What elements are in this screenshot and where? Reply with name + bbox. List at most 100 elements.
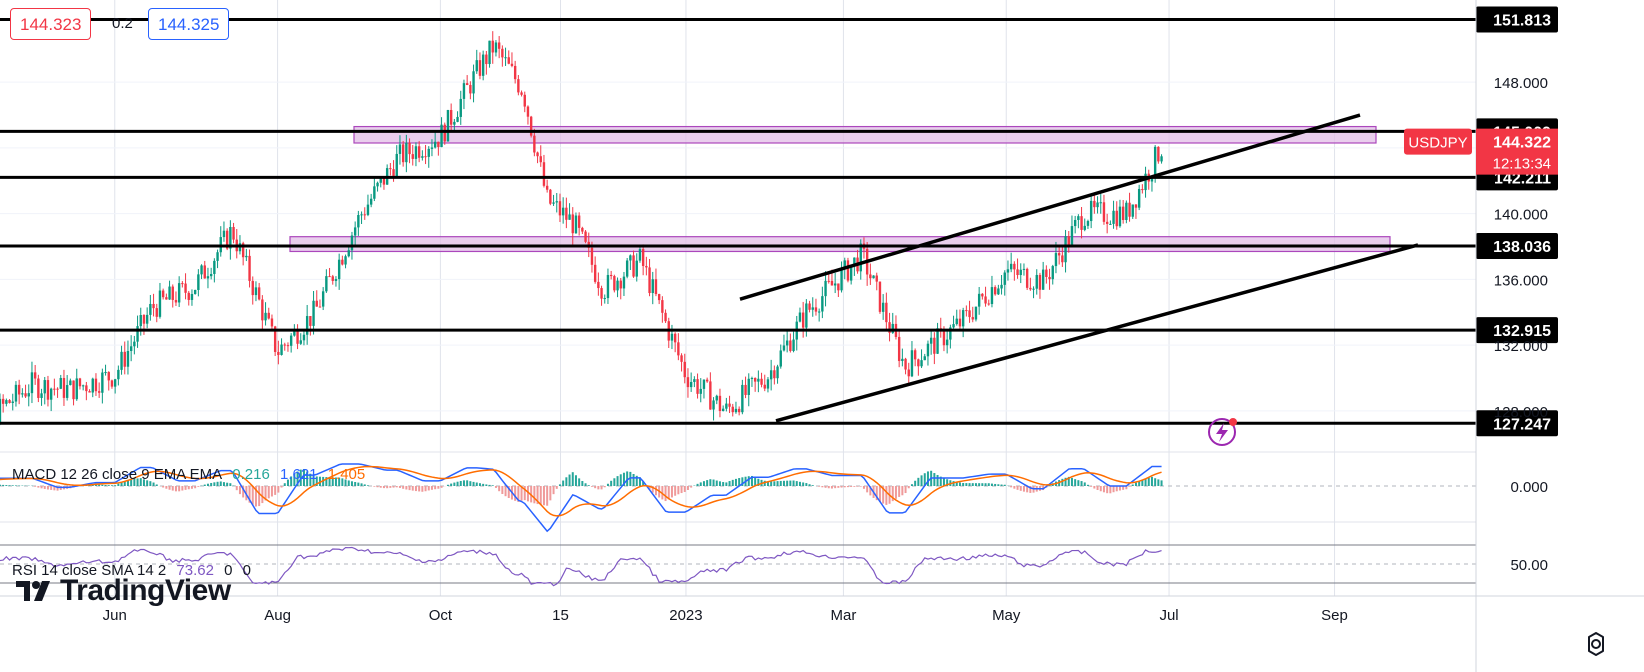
candle-body xyxy=(741,384,744,413)
candle-body xyxy=(1089,200,1093,222)
candle-body xyxy=(977,293,981,307)
macd-hist-bar xyxy=(104,484,107,486)
macd-hist-bar xyxy=(155,484,158,486)
macd-hist-bar xyxy=(616,476,619,486)
macd-hist-bar xyxy=(802,482,805,486)
candle-body xyxy=(206,276,210,279)
candle-body xyxy=(277,351,280,355)
settings-gear-icon[interactable] xyxy=(1582,630,1610,658)
macd-hist-bar xyxy=(680,486,683,494)
macd-hist-bar xyxy=(430,486,433,490)
macd-hist-bar xyxy=(670,486,673,498)
macd-hist-bar xyxy=(1013,486,1016,489)
macd-hist-value: 0.216 xyxy=(232,466,270,483)
macd-hist-bar xyxy=(1029,486,1032,493)
candle-body xyxy=(366,204,370,215)
candle-body xyxy=(971,317,974,320)
macd-hist-bar xyxy=(750,475,753,486)
macd-hist-bar xyxy=(821,486,824,488)
y-tick-label: 132.000 xyxy=(1494,338,1548,355)
macd-axis-label: 0.000 xyxy=(1510,479,1548,496)
candle-body xyxy=(696,379,699,394)
macd-hist-bar xyxy=(357,482,360,486)
candle-body xyxy=(1134,204,1138,208)
candle-body xyxy=(670,333,674,341)
candle-body xyxy=(721,408,725,411)
macd-legend[interactable]: MACD 12 26 close 9 EMA EMA 0.216 1.621 1… xyxy=(12,466,371,483)
macd-hist-bar xyxy=(981,483,984,486)
candle-body xyxy=(728,403,731,407)
macd-hist-bar xyxy=(482,483,485,486)
macd-hist-bar xyxy=(603,486,606,488)
macd-hist-bar xyxy=(795,481,798,486)
macd-hist-bar xyxy=(549,486,552,501)
macd-hist-bar xyxy=(869,486,872,496)
macd-hist-bar xyxy=(971,483,974,486)
candle-body xyxy=(472,71,475,94)
candle-body xyxy=(286,345,290,347)
candle-body xyxy=(78,378,82,387)
candle-body xyxy=(808,303,811,310)
candle-body xyxy=(232,226,235,240)
candle-body xyxy=(296,329,299,344)
macd-hist-bar xyxy=(555,486,558,489)
macd-hist-bar xyxy=(1147,477,1150,486)
candle-body xyxy=(248,255,251,281)
candle-body xyxy=(1029,287,1032,290)
macd-hist-bar xyxy=(1134,482,1137,486)
macd-hist-bar xyxy=(798,481,801,486)
candle-body xyxy=(101,372,104,393)
candle-body xyxy=(43,380,46,394)
candle-body xyxy=(1157,146,1160,162)
candle-body xyxy=(433,141,437,148)
candle-body xyxy=(929,337,933,344)
candle-body xyxy=(245,255,248,258)
x-tick-label: Aug xyxy=(264,607,291,624)
candle-body xyxy=(171,286,174,300)
candle-body xyxy=(376,182,379,187)
macd-hist-bar xyxy=(136,478,139,486)
macd-hist-bar xyxy=(1115,486,1118,492)
buy-quote-button[interactable]: 144.325 xyxy=(148,8,230,40)
macd-hist-bar xyxy=(878,486,881,502)
candle-body xyxy=(494,42,498,53)
macd-hist-bar xyxy=(408,486,411,491)
candle-body xyxy=(965,310,968,312)
candle-body xyxy=(430,147,434,149)
macd-hist-bar xyxy=(834,486,837,489)
macd-hist-bar xyxy=(488,484,491,486)
candle-body xyxy=(341,259,344,265)
macd-hist-bar xyxy=(523,486,526,501)
macd-hist-bar xyxy=(123,481,126,486)
macd-hist-bar xyxy=(494,486,497,488)
candle-body xyxy=(827,280,830,282)
candle-body xyxy=(888,322,891,333)
candle-body xyxy=(517,79,520,93)
macd-hist-bar xyxy=(50,486,53,490)
macd-hist-bar xyxy=(446,484,449,486)
sell-quote-button[interactable]: 144.323 xyxy=(10,8,92,40)
macd-hist-bar xyxy=(325,477,328,486)
macd-hist-bar xyxy=(738,478,741,486)
macd-hist-bar xyxy=(283,483,286,486)
macd-signal-value: 1.405 xyxy=(327,466,366,483)
candle-body xyxy=(475,60,478,72)
macd-hist-bar xyxy=(107,485,110,486)
candle-body xyxy=(641,249,645,266)
candle-body xyxy=(1144,173,1147,191)
macd-hist-bar xyxy=(1118,486,1121,491)
macd-hist-bar xyxy=(520,486,523,501)
macd-hist-bar xyxy=(1061,478,1064,486)
macd-hist-bar xyxy=(690,486,693,488)
candle-body xyxy=(1003,272,1006,285)
candle-body xyxy=(24,393,27,397)
channel-lower-line xyxy=(775,243,1419,423)
candle-body xyxy=(113,379,117,387)
macd-hist-bar xyxy=(539,486,542,505)
macd-hist-bar xyxy=(875,486,878,501)
macd-hist-bar xyxy=(1144,478,1147,486)
candle-body xyxy=(990,287,994,305)
candle-body xyxy=(21,393,24,395)
rsi-legend[interactable]: RSI 14 close SMA 14 2 73.62 0 0 xyxy=(12,562,257,579)
